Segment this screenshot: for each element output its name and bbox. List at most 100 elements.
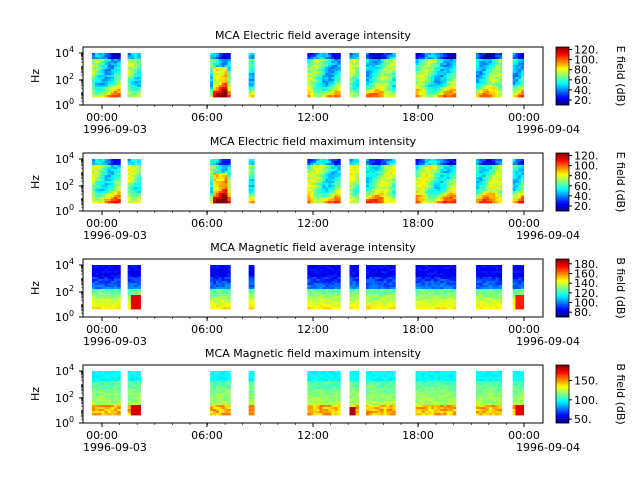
heatmap-cell	[355, 55, 360, 58]
heatmap-cell	[380, 55, 384, 58]
heatmap-cell	[446, 59, 451, 62]
data-segment	[512, 159, 525, 204]
heatmap-cell	[316, 177, 320, 180]
heatmap-cell	[366, 87, 370, 90]
heatmap-cell	[213, 265, 217, 268]
heatmap-cell	[431, 57, 435, 60]
heatmap-cell	[107, 285, 112, 288]
heatmap-cell	[130, 287, 135, 290]
heatmap-cell	[213, 85, 217, 88]
heatmap-cell	[117, 195, 121, 198]
heatmap-cell	[210, 303, 214, 306]
heatmap-cell	[213, 179, 217, 182]
heatmap-cell	[366, 163, 370, 166]
heatmap-cell	[352, 197, 357, 200]
heatmap-cell	[380, 163, 384, 166]
heatmap-cell	[366, 61, 370, 64]
heatmap-cell	[443, 181, 447, 184]
heatmap-cell	[224, 161, 228, 164]
heatmap-cell	[328, 275, 332, 278]
colorbar-swatch	[556, 186, 569, 189]
heatmap-cell	[520, 305, 525, 308]
heatmap-cell	[349, 65, 353, 68]
heatmap-cell	[383, 171, 387, 174]
heatmap-cell	[349, 195, 353, 198]
heatmap-cell	[91, 65, 96, 68]
x-end-date: 1996-09-04	[516, 123, 580, 136]
heatmap-cell	[227, 191, 231, 194]
heatmap-cell	[337, 283, 341, 286]
heatmap-cell	[424, 59, 429, 62]
heatmap-cell	[421, 189, 426, 192]
heatmap-cell	[355, 71, 360, 74]
heatmap-cell	[452, 195, 457, 198]
heatmap-cell	[515, 275, 519, 278]
heatmap-cell	[446, 175, 451, 178]
heatmap-cell	[427, 83, 432, 86]
colorbar-swatch	[556, 49, 569, 52]
heatmap-cell	[415, 285, 419, 288]
heatmap-cell	[328, 71, 332, 74]
heatmap-cell	[117, 283, 121, 286]
heatmap-cell	[313, 83, 317, 86]
heatmap-cell	[498, 291, 503, 294]
colorbar-swatch	[556, 96, 569, 99]
heatmap-cell	[355, 83, 360, 86]
heatmap-cell	[389, 175, 393, 178]
heatmap-cell	[319, 171, 323, 174]
heatmap-cell	[479, 307, 483, 310]
heatmap-cell	[210, 201, 214, 204]
heatmap-cell	[492, 75, 496, 78]
heatmap-cell	[307, 281, 311, 284]
panel-title: MCA Magnetic field average intensity	[210, 241, 416, 254]
heatmap-cell	[421, 167, 426, 170]
heatmap-cell	[440, 83, 444, 86]
heatmap-cell	[421, 299, 426, 302]
heatmap-cell	[114, 289, 118, 292]
heatmap-cell	[224, 277, 228, 280]
heatmap-cell	[227, 175, 231, 178]
heatmap-cell	[221, 295, 225, 298]
heatmap-cell	[95, 287, 99, 290]
heatmap-cell	[134, 305, 138, 308]
heatmap-cell	[213, 197, 217, 200]
heatmap-cell	[368, 59, 373, 62]
heatmap-cell	[440, 289, 444, 292]
heatmap-cell	[334, 73, 338, 76]
heatmap-cell	[218, 291, 223, 294]
heatmap-cell	[127, 163, 132, 166]
heatmap-cell	[424, 299, 429, 302]
heatmap-cell	[452, 303, 457, 306]
heatmap-cell	[101, 87, 105, 90]
heatmap-cell	[492, 201, 496, 204]
heatmap-cell	[331, 299, 335, 302]
heatmap-cell	[512, 77, 516, 80]
heatmap-cell	[349, 301, 353, 304]
heatmap-cell	[386, 63, 390, 66]
heatmap-cell	[221, 271, 225, 274]
heatmap-cell	[114, 291, 118, 294]
heatmap-cell	[386, 93, 390, 96]
heatmap-cell	[110, 65, 115, 68]
heatmap-cell	[319, 269, 323, 272]
heatmap-cell	[431, 85, 435, 88]
heatmap-cell	[495, 71, 499, 74]
heatmap-cell	[377, 269, 382, 272]
heatmap-cell	[117, 159, 121, 162]
heatmap-cell	[492, 287, 496, 290]
heatmap-cell	[386, 53, 390, 56]
heatmap-cell	[224, 89, 228, 92]
heatmap-cell	[368, 57, 373, 60]
heatmap-cell	[331, 69, 335, 72]
heatmap-cell	[449, 81, 454, 84]
heatmap-cell	[130, 173, 135, 176]
heatmap-cell	[437, 199, 441, 202]
heatmap-cell	[366, 275, 370, 278]
heatmap-cell	[431, 169, 435, 172]
heatmap-cell	[446, 187, 451, 190]
heatmap-cell	[366, 173, 370, 176]
heatmap-cell	[518, 79, 522, 82]
heatmap-cell	[213, 301, 217, 304]
heatmap-cell	[316, 75, 320, 78]
heatmap-cell	[104, 299, 109, 302]
